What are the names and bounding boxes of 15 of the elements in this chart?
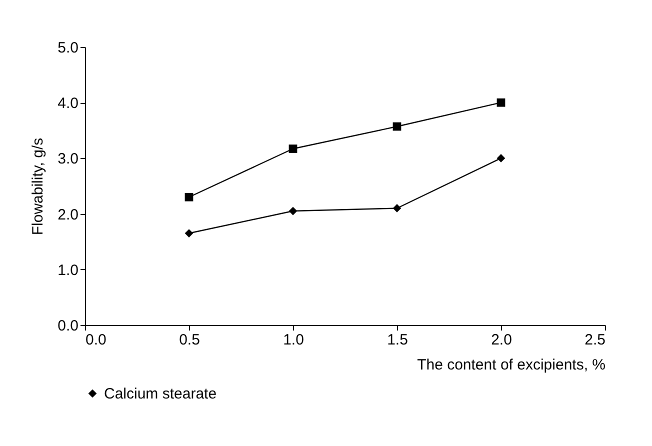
x-tick-label: 0.5 bbox=[179, 332, 200, 348]
x-tick-label: 2.0 bbox=[491, 332, 512, 348]
x-tick-label: 1.5 bbox=[387, 332, 408, 348]
y-tick-label: 1.0 bbox=[58, 262, 78, 279]
y-axis-title: Flowability, g/s bbox=[30, 138, 47, 236]
legend-label: Calcium stearate bbox=[104, 386, 217, 402]
y-tick-label: 5.0 bbox=[58, 40, 78, 56]
y-tick-label: 3.0 bbox=[58, 150, 78, 168]
x-tick-label: 0.0 bbox=[86, 332, 106, 348]
x-tick-label: 2.5 bbox=[584, 332, 606, 348]
x-axis-title: The content of excipients, % bbox=[417, 356, 606, 374]
x-tick-label: 1.0 bbox=[283, 332, 304, 348]
y-tick-label: 2.0 bbox=[58, 206, 78, 224]
y-tick-label: 0.0 bbox=[58, 318, 78, 334]
y-tick-label: 4.0 bbox=[58, 95, 78, 112]
